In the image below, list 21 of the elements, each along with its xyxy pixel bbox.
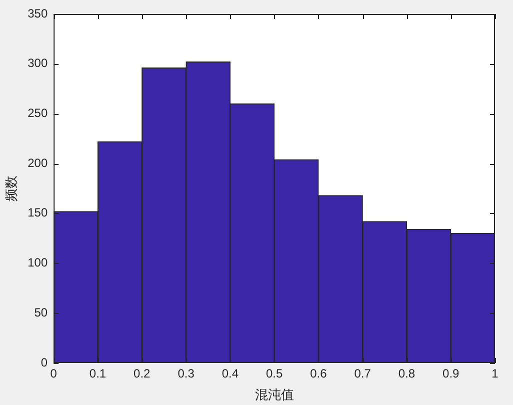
x-tick-label: 0.9 <box>442 366 460 381</box>
y-tick-label: 100 <box>28 256 48 270</box>
y-tick-label: 300 <box>28 56 48 70</box>
x-tick-label: 0 <box>50 366 58 381</box>
y-tick-label: 50 <box>34 305 48 320</box>
x-axis-title: 混沌值 <box>254 386 294 402</box>
y-tick-label: 150 <box>28 206 48 220</box>
x-tick-label: 0.4 <box>222 366 239 381</box>
x-tick-label: 0.3 <box>178 366 195 381</box>
x-tick-label: 0.6 <box>310 366 328 381</box>
y-tick-label: 350 <box>28 6 48 20</box>
x-tick-label: 1 <box>492 366 499 381</box>
x-tick-label: 0.7 <box>354 366 372 381</box>
x-tick-label: 0.2 <box>134 366 151 381</box>
x-tick-label: 0.8 <box>398 366 416 381</box>
y-tick-label: 0 <box>40 355 48 370</box>
y-tick-label: 200 <box>28 156 48 170</box>
x-tick-label: 0.5 <box>266 366 283 381</box>
x-tick-label: 0.1 <box>89 366 106 381</box>
y-axis-title: 频数 <box>3 176 18 202</box>
y-tick-label: 250 <box>28 106 48 120</box>
